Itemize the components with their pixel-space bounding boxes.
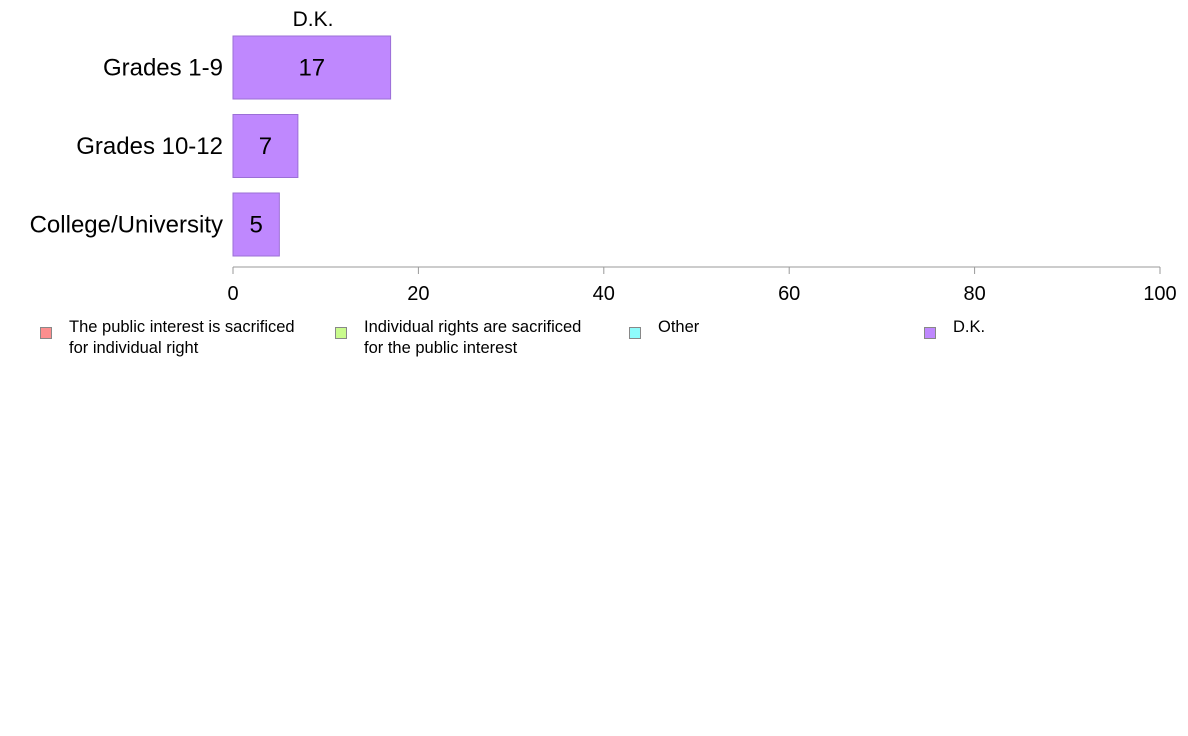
bar-value-label: 5 [249, 212, 262, 239]
legend-label: The public interest is sacrificed for in… [69, 318, 295, 357]
category-label: College/University [30, 212, 223, 239]
x-tick-label: 80 [963, 283, 985, 305]
chart: D.K. 17 Grades 1-9 7 Grades 10-12 5 College/U… [30, 8, 1177, 305]
x-tick-label: 60 [778, 283, 800, 305]
legend-swatch [924, 327, 936, 339]
legend-swatch [335, 327, 347, 339]
bar [232, 192, 280, 257]
bar [232, 114, 299, 178]
legend-item-dk: D.K. [924, 316, 985, 339]
category-label: Grades 1-9 [103, 55, 223, 82]
chart-title: D.K. [293, 8, 334, 31]
bar [232, 35, 392, 100]
legend-swatch [629, 327, 641, 339]
bar-group: 17 Grades 1-9 7 Grades 10-12 5 College/Univer… [30, 35, 392, 257]
legend-item-other: Other [629, 316, 699, 339]
x-tick-label: 40 [593, 283, 615, 305]
x-axis-ticks: 0 20 40 60 80 100 [227, 267, 1177, 305]
bar-value-label: 7 [259, 133, 272, 160]
x-tick-label: 100 [1143, 283, 1176, 305]
legend-item-public-interest-sacrificed: The public interest is sacrificed for in… [40, 316, 295, 359]
legend-item-individual-rights-sacrificed: Individual rights are sacrificed for the… [335, 316, 581, 359]
category-label: Grades 10-12 [76, 133, 223, 160]
x-tick-label: 0 [227, 283, 238, 305]
legend-label: Other [658, 318, 700, 336]
legend-swatch [40, 327, 52, 339]
x-tick-label: 20 [407, 283, 429, 305]
legend: The public interest is sacrificed for in… [0, 316, 1188, 366]
legend-label: Individual rights are sacrificed for the… [364, 318, 582, 357]
legend-label: D.K. [953, 318, 986, 336]
bar-value-label: 17 [298, 55, 325, 82]
